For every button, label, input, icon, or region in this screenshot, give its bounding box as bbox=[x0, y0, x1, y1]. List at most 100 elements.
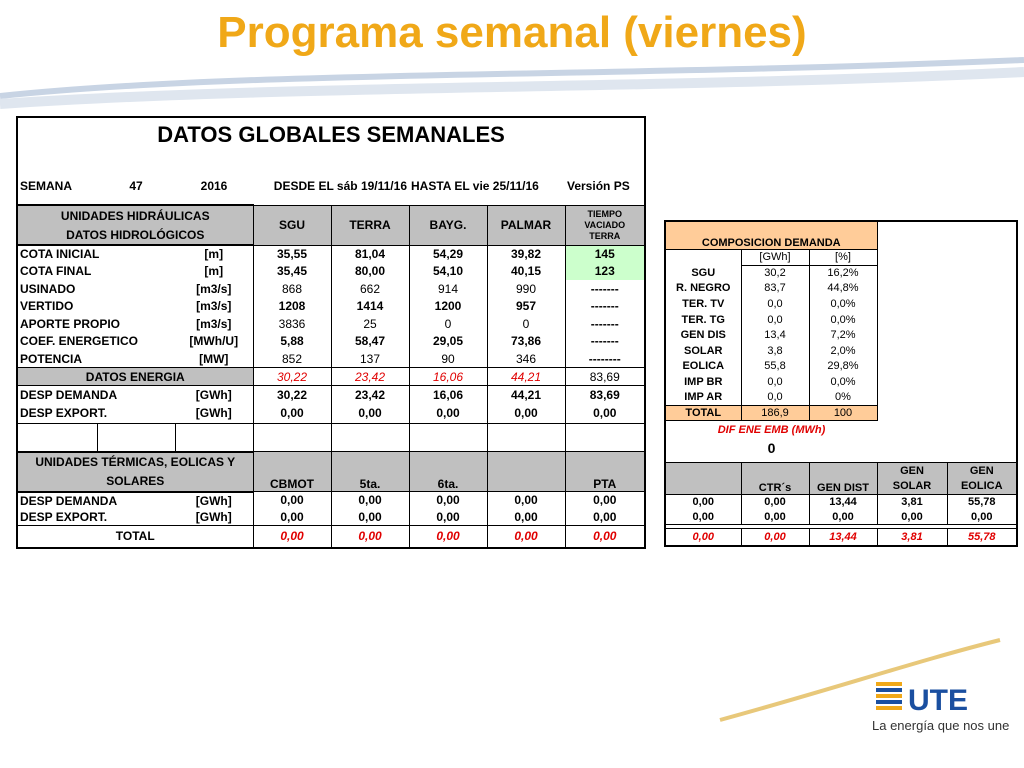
comp-pct: 7,2% bbox=[809, 327, 878, 343]
row-label: POTENCIA bbox=[16, 350, 175, 368]
comp-gwh: 0,0 bbox=[741, 311, 810, 328]
desp-demanda-bayg: 16,06 bbox=[409, 385, 488, 404]
composicion-row: TER. TG 0,0 0,0% bbox=[664, 311, 1017, 328]
row-value: 25 bbox=[331, 315, 410, 333]
row-value: 137 bbox=[331, 350, 410, 368]
hidro-row: USINADO [m3/s] 868 662 914 990 ------- bbox=[16, 280, 646, 298]
ter-export-v5: 0,00 bbox=[565, 508, 646, 526]
ter-col-blank bbox=[486, 451, 566, 492]
desp-export-palmar: 0,00 bbox=[487, 403, 566, 424]
datos-energia-label: DATOS ENERGIA bbox=[16, 367, 254, 386]
ter-subheader: SOLARES bbox=[16, 471, 253, 493]
row-unit: [m3/s] bbox=[175, 315, 254, 333]
row-tiempo: ------- bbox=[565, 332, 646, 350]
row-value: 39,82 bbox=[487, 245, 566, 263]
composicion-demanda-table: COMPOSICION DEMANDA [GWh] [%] SGU 30,2 16,… bbox=[664, 220, 1018, 548]
composicion-row: R. NEGRO 83,7 44,8% bbox=[664, 280, 1017, 297]
gen-r1-2: 13,44 bbox=[809, 494, 878, 510]
row-label: APORTE PROPIO bbox=[16, 315, 175, 333]
gen-r1-0: 0,00 bbox=[665, 494, 742, 510]
gen-r1-3: 3,81 bbox=[877, 494, 948, 510]
comp-label: IMP BR bbox=[664, 374, 742, 390]
hidro-row: POTENCIA [MW] 852 137 90 346 -------- bbox=[16, 350, 646, 368]
col-tiempo-vaciado: TIEMPO VACIADO TERRA bbox=[564, 204, 646, 246]
row-value: 346 bbox=[487, 350, 566, 368]
tiempo-line-2: VACIADO bbox=[584, 219, 626, 230]
gen-total-2: 13,44 bbox=[808, 527, 878, 547]
desp-demanda-terra: 23,42 bbox=[331, 385, 410, 404]
ter-demanda-v4: 0,00 bbox=[487, 491, 566, 509]
row-label: COEF. ENERGETICO bbox=[16, 332, 175, 350]
comp-gwh: 0,0 bbox=[741, 374, 810, 390]
row-value: 957 bbox=[487, 297, 566, 315]
comp-gwh: 3,8 bbox=[741, 342, 810, 359]
comp-blank bbox=[877, 281, 1017, 297]
gen-col-solar-top: GEN bbox=[876, 461, 948, 479]
gen-total-0: 0,00 bbox=[664, 527, 742, 547]
total-label: TOTAL bbox=[16, 525, 254, 548]
desp-demanda-sgu: 30,22 bbox=[253, 385, 332, 404]
comp-label: EOLICA bbox=[664, 358, 742, 375]
composicion-row: TER. TV 0,0 0,0% bbox=[664, 296, 1017, 312]
comp-total-label: TOTAL bbox=[664, 404, 742, 421]
row-unit: [m3/s] bbox=[175, 297, 254, 315]
row-value: 1200 bbox=[409, 297, 488, 315]
desp-export-sgu: 0,00 bbox=[253, 403, 332, 424]
dif-ene-value: 0 bbox=[767, 440, 776, 457]
row-value: 990 bbox=[487, 280, 566, 298]
row-unit: [m] bbox=[175, 262, 254, 280]
comp-label: GEN DIS bbox=[664, 327, 742, 343]
sheet-title: DATOS GLOBALES SEMANALES bbox=[157, 122, 505, 147]
gen-col-0 bbox=[664, 461, 742, 495]
comp-unit-pct: [%] bbox=[808, 248, 878, 266]
row-value: 35,45 bbox=[253, 262, 332, 280]
row-label: USINADO bbox=[16, 280, 175, 298]
col-sgu: SGU bbox=[252, 204, 332, 246]
ter-col-6ta: 6ta. bbox=[408, 451, 488, 492]
gen-col-eolica-top: GEN bbox=[946, 461, 1018, 479]
logo-text: UTE bbox=[908, 684, 968, 717]
gen-col-dist: GEN DIST bbox=[808, 461, 878, 495]
blank-grid-row bbox=[16, 423, 646, 452]
comp-label: SOLAR bbox=[664, 342, 742, 359]
row-value: 0 bbox=[409, 315, 488, 333]
hidro-row: COTA INICIAL [m] 35,55 81,04 54,29 39,82 145 bbox=[16, 245, 646, 263]
hidro-rows: COTA INICIAL [m] 35,55 81,04 54,29 39,82 145 CO… bbox=[16, 245, 646, 368]
gen-total-3: 3,81 bbox=[876, 527, 948, 547]
composicion-row: SOLAR 3,8 2,0% bbox=[664, 342, 1017, 359]
row-label: COTA FINAL bbox=[16, 262, 175, 280]
comp-blank bbox=[877, 374, 1017, 390]
row-value: 54,29 bbox=[409, 245, 488, 263]
total-v5: 0,00 bbox=[564, 525, 646, 548]
composicion-rows: SGU 30,2 16,2% R. NEGRO 83,7 44,8% TER. TV 0,0 0… bbox=[664, 265, 1017, 406]
row-value: 914 bbox=[409, 280, 488, 298]
row-value: 1414 bbox=[331, 297, 410, 315]
row-value: 80,00 bbox=[331, 262, 410, 280]
col-bayg: BAYG. bbox=[408, 204, 488, 246]
gen-r2-3: 0,00 bbox=[877, 509, 948, 525]
row-value: 3836 bbox=[253, 315, 332, 333]
comp-blank bbox=[877, 327, 1017, 343]
row-value: 852 bbox=[253, 350, 332, 368]
gen-total-4: 55,78 bbox=[946, 527, 1018, 547]
ter-demanda-v5: 0,00 bbox=[565, 491, 646, 509]
ter-demanda-v1: 0,00 bbox=[253, 491, 332, 509]
hasta-date: HASTA EL vie 25/11/16 bbox=[411, 179, 539, 193]
desp-demanda-unit: [GWh] bbox=[175, 385, 254, 404]
row-value: 54,10 bbox=[409, 262, 488, 280]
composicion-row: IMP BR 0,0 0,0% bbox=[664, 374, 1017, 390]
row-tiempo: 123 bbox=[565, 262, 646, 280]
tiempo-line-1: TIEMPO bbox=[587, 208, 623, 219]
gen-col-solar-bottom: SOLAR bbox=[876, 478, 948, 495]
row-label: VERTIDO bbox=[16, 297, 175, 315]
desp-demanda-label: DESP DEMANDA bbox=[16, 385, 175, 404]
composicion-row: SGU 30,2 16,2% bbox=[664, 265, 1017, 281]
desp-demanda-palmar: 44,21 bbox=[487, 385, 566, 404]
hidro-row: APORTE PROPIO [m3/s] 3836 25 0 0 ------- bbox=[16, 315, 646, 333]
gen-r2-4: 0,00 bbox=[947, 509, 1018, 525]
ter-col-pta: PTA bbox=[564, 451, 646, 492]
comp-pct: 0,0% bbox=[809, 311, 878, 328]
row-value: 868 bbox=[253, 280, 332, 298]
ter-demanda-v3: 0,00 bbox=[409, 491, 488, 509]
